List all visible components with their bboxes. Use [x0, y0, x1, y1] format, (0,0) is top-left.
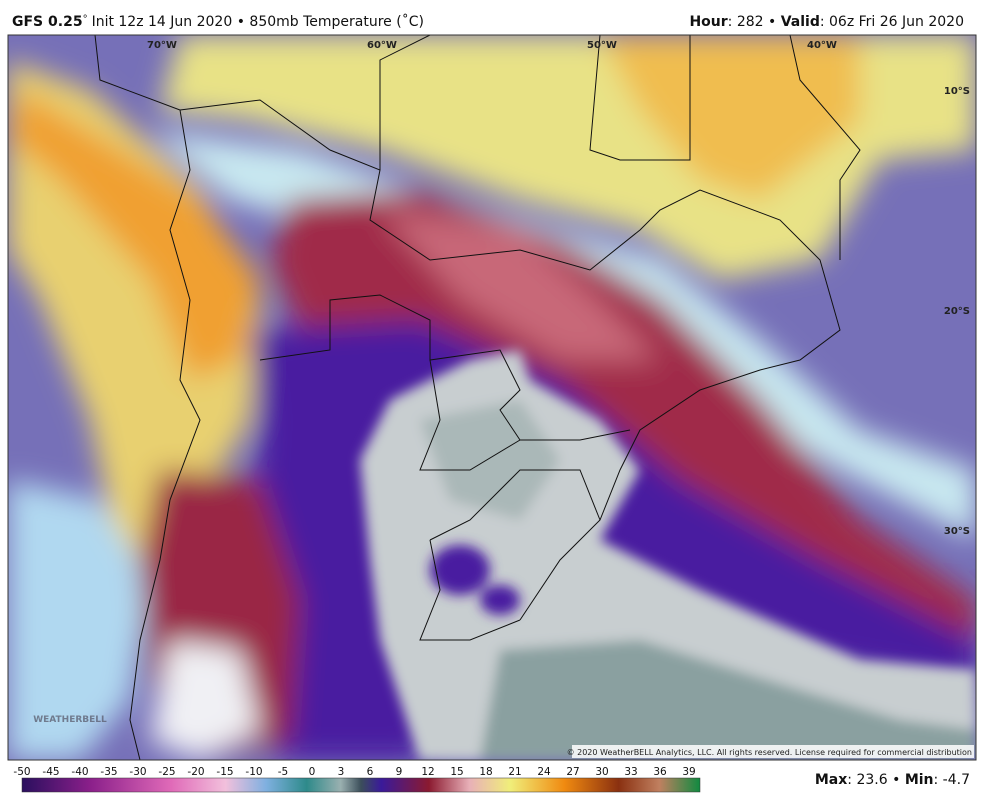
lon-label: 40°W — [807, 40, 837, 51]
hour-label: Hour — [689, 14, 727, 30]
hour-value: : 282 — [728, 14, 764, 30]
lon-label: 70°W — [147, 40, 177, 51]
colorbar-tick-label: 18 — [479, 766, 492, 778]
colorbar-tick-label: 39 — [682, 766, 695, 778]
lat-label: 10°S — [944, 86, 970, 97]
colorbar-tick-label: -10 — [245, 766, 262, 778]
colorbar-tick-label: 30 — [595, 766, 608, 778]
colorbar-tick-label: -40 — [71, 766, 88, 778]
separator: • — [768, 14, 776, 30]
lat-label: 30°S — [944, 526, 970, 537]
colorbar-tick-label: 24 — [537, 766, 551, 778]
field: 850mb Temperature (˚C) — [249, 13, 424, 30]
colorbar-tick-label: -20 — [187, 766, 204, 778]
separator: • — [892, 772, 900, 788]
min-label: Min — [905, 772, 934, 788]
colorbar-tick-label: -30 — [129, 766, 146, 778]
colorbar-tick-label: -50 — [13, 766, 30, 778]
colorbar-tick-label: 27 — [566, 766, 579, 778]
colorbar-tick-label: 3 — [338, 766, 345, 778]
colorbar-tick-label: -5 — [278, 766, 288, 778]
map-frame — [7, 34, 977, 761]
copyright: © 2020 WeatherBELL Analytics, LLC. All r… — [567, 748, 972, 757]
colorbar-tick-label: 21 — [508, 766, 521, 778]
degree: ° — [83, 14, 88, 25]
lon-label: 50°W — [587, 40, 617, 51]
colorbar-tick-label: 36 — [653, 766, 667, 778]
colorbar-tick-label: -45 — [42, 766, 59, 778]
max-label: Max — [815, 772, 847, 788]
colorbar-tick-label: -25 — [158, 766, 175, 778]
model: GFS 0.25 — [12, 14, 83, 30]
valid-label: Valid — [781, 14, 820, 30]
init: Init 12z 14 Jun 2020 — [92, 14, 233, 30]
lon-labels: 70°W 60°W 50°W 40°W — [147, 40, 837, 51]
logo: WEATHERBELL — [33, 715, 107, 725]
min-value: : -4.7 — [934, 772, 970, 788]
footer: Max: 23.6 • Min: -4.7 — [815, 772, 970, 788]
colorbar — [21, 777, 701, 793]
temperature-field — [8, 35, 976, 760]
max-value: : 23.6 — [847, 772, 887, 788]
header-left: GFS 0.25° Init 12z 14 Jun 2020 • 850mb Te… — [12, 13, 424, 30]
lat-label: 20°S — [944, 306, 970, 317]
colorbar-tick-label: 0 — [309, 766, 316, 778]
copyright-bg — [572, 745, 974, 758]
colorbar-tick-label: 9 — [396, 766, 403, 778]
separator: • — [237, 14, 245, 30]
colorbar-ticks: -50 -45 -40 -35 -30 -25 -20 -15 -10 -5 0 3 6 9 12 15 18 2… — [13, 766, 695, 778]
colorbar-tick-label: 6 — [367, 766, 374, 778]
colorbar-tick-label: -35 — [100, 766, 117, 778]
colorbar-tick-label: -15 — [216, 766, 233, 778]
colorbar-tick-label: 15 — [450, 766, 463, 778]
header-right: Hour: 282 • Valid: 06z Fri 26 Jun 2020 — [689, 14, 964, 30]
lon-label: 60°W — [367, 40, 397, 51]
colorbar-tick-label: 33 — [624, 766, 637, 778]
valid-value: : 06z Fri 26 Jun 2020 — [820, 14, 964, 30]
lat-labels: 10°S 20°S 30°S — [944, 86, 970, 537]
colorbar-tick-label: 12 — [421, 766, 434, 778]
